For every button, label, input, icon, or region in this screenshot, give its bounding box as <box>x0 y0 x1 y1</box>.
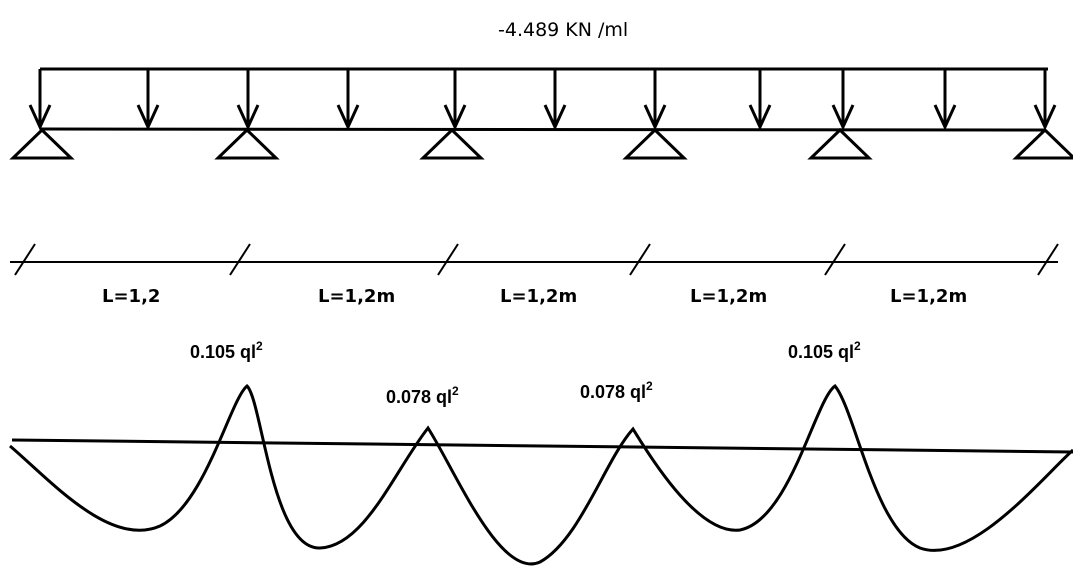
load-arrow-10 <box>933 69 957 131</box>
distributed-load-label: -4.489 KN /ml <box>498 19 628 41</box>
beam <box>39 127 1046 132</box>
span-label-4: L=1,2m <box>690 286 767 307</box>
support-1 <box>9 127 75 160</box>
span-label-3: L=1,2m <box>500 286 577 307</box>
supports <box>9 127 1073 160</box>
load-arrow-head-2 <box>136 104 160 131</box>
dimension-line <box>10 243 1059 276</box>
moment-label-support-3: 0.078 ql2 <box>386 384 459 407</box>
load-arrow-7 <box>643 69 667 131</box>
load-arrow-head-7 <box>643 104 667 131</box>
moment-label-support-2: 0.105 ql2 <box>190 339 263 362</box>
span-label-1: L=1,2 <box>102 286 160 307</box>
load-arrow-head-10 <box>933 104 957 131</box>
support-2 <box>214 127 280 160</box>
load-arrow-head-11 <box>1033 104 1057 131</box>
support-5 <box>807 127 873 160</box>
support-3 <box>419 127 485 160</box>
moment-label-support-3-text: 0.078 ql <box>386 387 452 407</box>
dimension-tick-2 <box>229 243 251 276</box>
span-label-2: L=1,2m <box>318 286 395 307</box>
moment-label-support-5-text: 0.105 ql <box>788 342 854 362</box>
load-arrow-head-5 <box>443 104 467 131</box>
dimension-ticks <box>14 243 1059 276</box>
load-arrow-2 <box>136 69 160 131</box>
load-arrow-head-4 <box>336 104 360 131</box>
support-6 <box>1012 127 1073 160</box>
load-arrow-head-8 <box>748 104 772 131</box>
span-label-5: L=1,2m <box>890 286 967 307</box>
load-arrow-6 <box>543 69 567 131</box>
load-arrow-head-6 <box>543 104 567 131</box>
moment-label-support-3-exponent: 2 <box>452 384 459 398</box>
moment-label-support-2-text: 0.105 ql <box>190 342 256 362</box>
load-arrow-11 <box>1033 69 1057 131</box>
load-arrow-head-1 <box>28 104 52 131</box>
load-arrow-head-9 <box>831 104 855 131</box>
moment-baseline <box>11 438 1073 454</box>
dimension-tick-3 <box>437 243 459 276</box>
load-arrow-5 <box>443 69 467 131</box>
load-arrow-8 <box>748 69 772 131</box>
dimension-tick-6 <box>1037 243 1059 276</box>
dimension-tick-4 <box>629 243 651 276</box>
moment-label-support-4-text: 0.078 ql <box>580 382 646 402</box>
moment-label-support-4: 0.078 ql2 <box>580 379 653 402</box>
load-arrows <box>28 69 1057 131</box>
load-arrow-9 <box>831 69 855 131</box>
moment-label-support-5: 0.105 ql2 <box>788 339 861 362</box>
moment-label-support-4-exponent: 2 <box>646 379 653 393</box>
moment-label-support-5-exponent: 2 <box>854 339 861 353</box>
load-arrow-head-3 <box>236 104 260 131</box>
distributed-load <box>28 67 1057 131</box>
dimension-tick-1 <box>14 243 36 276</box>
support-4 <box>622 127 688 160</box>
moment-diagram <box>9 383 1073 566</box>
moment-label-support-2-exponent: 2 <box>256 339 263 353</box>
load-arrow-3 <box>236 69 260 131</box>
load-arrow-1 <box>28 69 52 131</box>
moment-curve <box>9 383 1073 566</box>
dimension-tick-5 <box>824 243 846 276</box>
load-arrow-4 <box>336 69 360 131</box>
